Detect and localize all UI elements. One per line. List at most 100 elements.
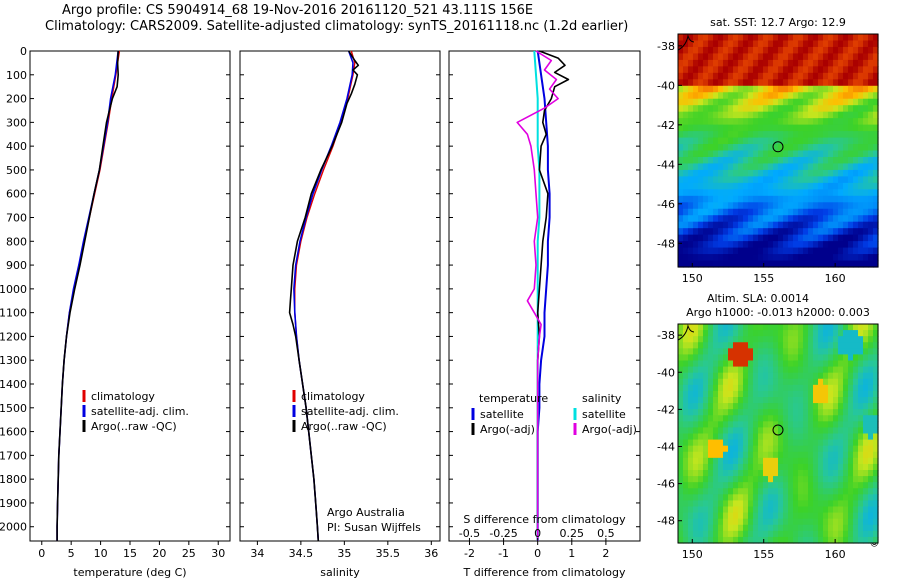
map-cell — [688, 476, 694, 483]
map-cell — [783, 415, 789, 422]
map-cell — [818, 384, 824, 392]
map-cell — [698, 390, 704, 398]
map-cell — [683, 524, 689, 532]
map-cell — [868, 482, 874, 489]
map-cell — [788, 360, 794, 368]
map-cell — [838, 105, 844, 113]
map-cell — [833, 482, 839, 489]
map-cell — [738, 390, 744, 398]
map-cell — [873, 150, 879, 158]
series-line-argo-raw-qc- — [288, 50, 360, 542]
map-cell — [813, 439, 819, 447]
map-cell — [863, 241, 869, 249]
map-cell — [753, 260, 759, 268]
map-cell — [778, 169, 784, 177]
panel-frame — [239, 50, 441, 542]
map-cell — [733, 85, 739, 93]
map-cell — [678, 384, 684, 392]
map-cell — [693, 176, 699, 184]
map-cell — [743, 105, 749, 113]
map-cell — [738, 92, 744, 100]
map-cell — [703, 330, 709, 337]
map-cell — [808, 105, 814, 113]
map-cell — [828, 384, 834, 392]
map-cell — [838, 457, 844, 465]
map-cell — [863, 524, 869, 532]
map-cell — [773, 482, 779, 489]
map-cell — [778, 403, 784, 410]
map-cell — [783, 169, 789, 177]
map-cell — [688, 234, 694, 242]
map-cell — [728, 176, 734, 184]
map-cell — [783, 144, 789, 152]
map-cell — [743, 360, 749, 368]
map-cell — [778, 85, 784, 93]
map-cell — [703, 372, 709, 380]
map-cell — [713, 163, 719, 171]
map-cell — [723, 247, 729, 255]
map-cell — [738, 72, 744, 80]
map-cell — [813, 163, 819, 171]
map-cell — [838, 397, 844, 404]
map-cell — [838, 439, 844, 447]
map-cell — [778, 176, 784, 184]
map-cell — [763, 46, 769, 55]
map-cell — [788, 378, 794, 386]
map-cell — [863, 59, 869, 67]
map-cell — [868, 348, 874, 356]
map-cell — [838, 144, 844, 152]
map-cell — [873, 182, 879, 190]
map-cell — [843, 176, 849, 184]
map-cell — [848, 169, 854, 177]
map-cell — [848, 40, 854, 48]
map-cell — [848, 372, 854, 380]
map-cell — [678, 85, 684, 93]
map-cell — [703, 124, 709, 132]
map-cell — [818, 137, 824, 145]
map-cell — [858, 98, 864, 106]
map-cell — [698, 137, 704, 145]
map-cell — [863, 324, 869, 331]
map-cell — [688, 506, 694, 514]
map-cell — [718, 524, 724, 532]
map-cell — [843, 208, 849, 216]
map-cell — [798, 372, 804, 380]
map-x-tick-label: 160 — [825, 548, 846, 561]
map-cell — [823, 111, 829, 119]
map-cell — [683, 92, 689, 100]
map-cell — [713, 500, 719, 508]
map-cell — [803, 79, 809, 87]
map-cell — [718, 463, 724, 471]
map-cell — [813, 105, 819, 113]
map-cell — [718, 169, 724, 177]
map-cell — [833, 512, 839, 520]
map-cell — [783, 366, 789, 374]
map-cell — [743, 439, 749, 447]
map-cell — [723, 372, 729, 380]
map-cell — [848, 336, 854, 343]
map-cell — [843, 439, 849, 447]
map-cell — [803, 476, 809, 483]
map-cell — [853, 92, 859, 100]
map-cell — [753, 409, 759, 416]
map-cell — [823, 221, 829, 229]
map-cell — [873, 221, 879, 229]
map-cell — [798, 512, 804, 520]
map-cell — [858, 463, 864, 471]
map-cell — [813, 415, 819, 422]
map-cell — [738, 403, 744, 410]
map-cell — [803, 124, 809, 132]
map-cell — [848, 512, 854, 520]
map-cell — [738, 221, 744, 229]
map-cell — [858, 169, 864, 177]
map-cell — [873, 342, 879, 349]
map-cell — [688, 390, 694, 398]
map-cell — [838, 176, 844, 184]
series-line-argo-raw-qc- — [56, 50, 119, 541]
map-cell — [693, 221, 699, 229]
map-cell — [798, 451, 804, 459]
map-cell — [848, 476, 854, 483]
map-cell — [843, 342, 849, 349]
map-cell — [818, 336, 824, 343]
map-cell — [713, 470, 719, 477]
